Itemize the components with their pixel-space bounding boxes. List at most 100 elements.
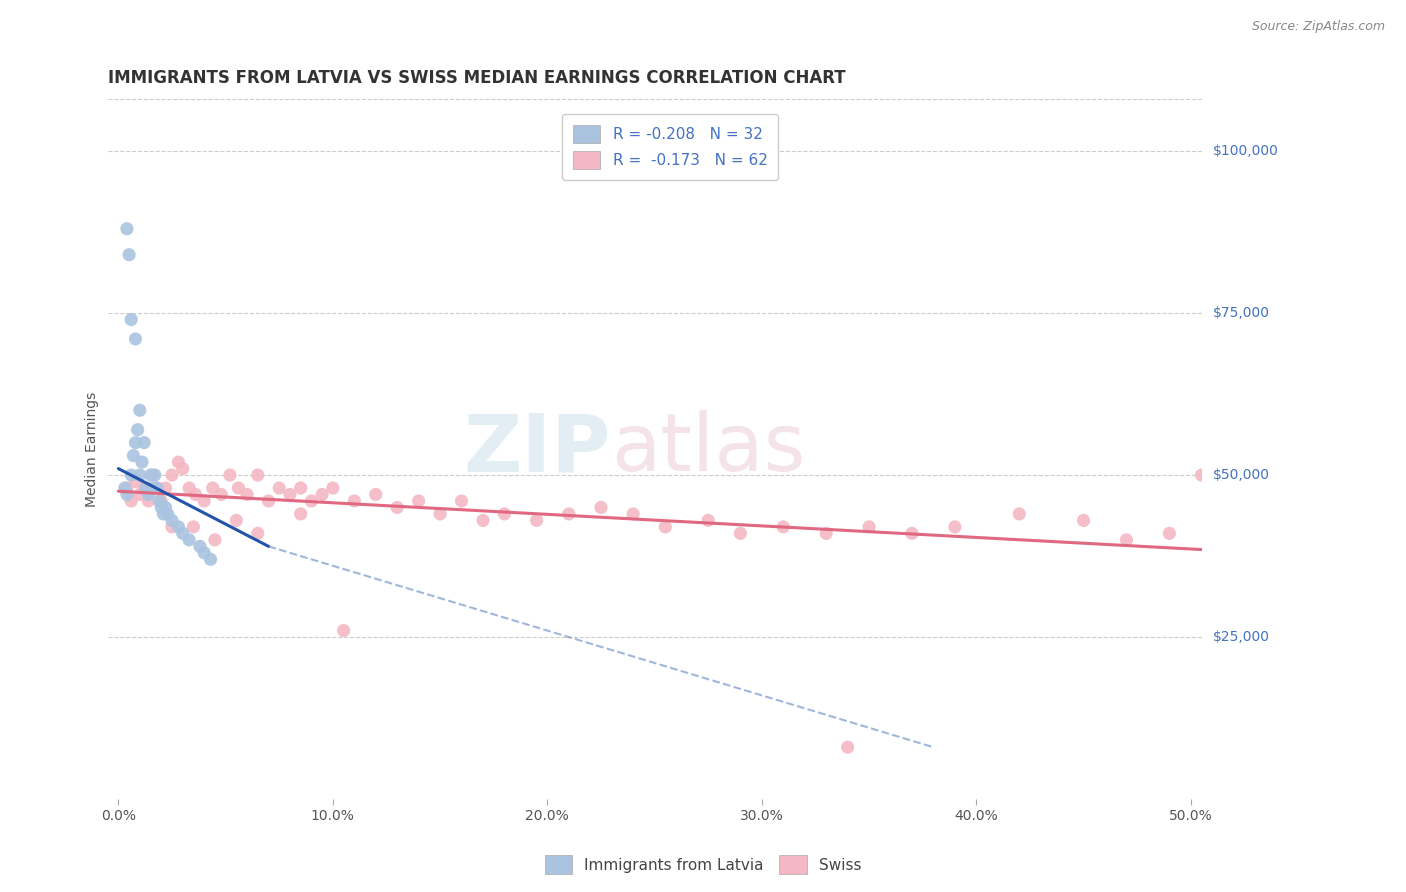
Point bbox=[408, 494, 430, 508]
Point bbox=[124, 475, 146, 489]
Point bbox=[146, 481, 169, 495]
Point bbox=[127, 423, 149, 437]
Point bbox=[120, 468, 142, 483]
Point bbox=[1008, 507, 1031, 521]
Point bbox=[132, 435, 155, 450]
Legend: Immigrants from Latvia, Swiss: Immigrants from Latvia, Swiss bbox=[538, 849, 868, 880]
Point bbox=[132, 481, 155, 495]
Point bbox=[858, 520, 880, 534]
Point bbox=[160, 520, 183, 534]
Point bbox=[1115, 533, 1137, 547]
Point bbox=[204, 533, 226, 547]
Point bbox=[148, 494, 170, 508]
Point bbox=[156, 507, 179, 521]
Point bbox=[343, 494, 366, 508]
Point bbox=[269, 481, 291, 495]
Point bbox=[943, 520, 966, 534]
Point bbox=[150, 500, 173, 515]
Text: ZIP: ZIP bbox=[464, 410, 610, 488]
Point bbox=[139, 468, 162, 483]
Point bbox=[172, 526, 194, 541]
Point bbox=[246, 526, 269, 541]
Point bbox=[526, 513, 548, 527]
Point bbox=[131, 455, 153, 469]
Point bbox=[472, 513, 495, 527]
Legend: R = -0.208   N = 32, R =  -0.173   N = 62: R = -0.208 N = 32, R = -0.173 N = 62 bbox=[562, 114, 778, 180]
Point bbox=[290, 507, 312, 521]
Point bbox=[772, 520, 794, 534]
Point bbox=[815, 526, 838, 541]
Point bbox=[124, 332, 146, 346]
Point bbox=[128, 468, 150, 483]
Point bbox=[322, 481, 344, 495]
Point bbox=[257, 494, 280, 508]
Y-axis label: Median Earnings: Median Earnings bbox=[86, 392, 100, 507]
Point bbox=[138, 487, 160, 501]
Point bbox=[155, 481, 177, 495]
Point bbox=[200, 552, 222, 566]
Point bbox=[115, 221, 138, 235]
Point bbox=[138, 494, 160, 508]
Point bbox=[209, 487, 232, 501]
Point bbox=[837, 740, 859, 755]
Point bbox=[167, 455, 190, 469]
Point bbox=[128, 487, 150, 501]
Point bbox=[160, 513, 183, 527]
Point bbox=[494, 507, 516, 521]
Point bbox=[193, 494, 215, 508]
Point bbox=[118, 248, 141, 262]
Point bbox=[120, 494, 142, 508]
Point bbox=[1073, 513, 1095, 527]
Point bbox=[558, 507, 581, 521]
Text: $50,000: $50,000 bbox=[1212, 468, 1270, 482]
Text: $75,000: $75,000 bbox=[1212, 306, 1270, 320]
Point bbox=[201, 481, 224, 495]
Text: $25,000: $25,000 bbox=[1212, 630, 1270, 644]
Point bbox=[387, 500, 409, 515]
Point bbox=[114, 481, 136, 495]
Point bbox=[124, 435, 146, 450]
Point bbox=[143, 468, 166, 483]
Point bbox=[172, 461, 194, 475]
Point bbox=[278, 487, 301, 501]
Point bbox=[332, 624, 354, 638]
Point bbox=[1159, 526, 1181, 541]
Point bbox=[364, 487, 387, 501]
Point bbox=[299, 494, 322, 508]
Point bbox=[155, 500, 177, 515]
Point bbox=[193, 546, 215, 560]
Point bbox=[142, 481, 165, 495]
Point bbox=[236, 487, 259, 501]
Point bbox=[146, 481, 169, 495]
Point bbox=[225, 513, 247, 527]
Point bbox=[730, 526, 752, 541]
Point bbox=[167, 520, 190, 534]
Point bbox=[188, 539, 211, 553]
Point bbox=[115, 481, 138, 495]
Point bbox=[589, 500, 612, 515]
Point bbox=[450, 494, 472, 508]
Point bbox=[621, 507, 644, 521]
Point bbox=[184, 487, 207, 501]
Point bbox=[120, 312, 142, 326]
Point bbox=[122, 449, 145, 463]
Point bbox=[128, 403, 150, 417]
Point bbox=[160, 468, 183, 483]
Point bbox=[183, 520, 205, 534]
Point bbox=[311, 487, 333, 501]
Point bbox=[246, 468, 269, 483]
Text: IMMIGRANTS FROM LATVIA VS SWISS MEDIAN EARNINGS CORRELATION CHART: IMMIGRANTS FROM LATVIA VS SWISS MEDIAN E… bbox=[108, 69, 845, 87]
Point bbox=[901, 526, 924, 541]
Text: atlas: atlas bbox=[610, 410, 806, 488]
Point bbox=[152, 507, 174, 521]
Point bbox=[179, 533, 201, 547]
Point bbox=[150, 494, 173, 508]
Point bbox=[115, 487, 138, 501]
Text: $100,000: $100,000 bbox=[1212, 144, 1278, 158]
Point bbox=[1191, 468, 1213, 483]
Point bbox=[654, 520, 676, 534]
Point bbox=[179, 481, 201, 495]
Text: Source: ZipAtlas.com: Source: ZipAtlas.com bbox=[1251, 20, 1385, 33]
Point bbox=[429, 507, 451, 521]
Point bbox=[135, 481, 157, 495]
